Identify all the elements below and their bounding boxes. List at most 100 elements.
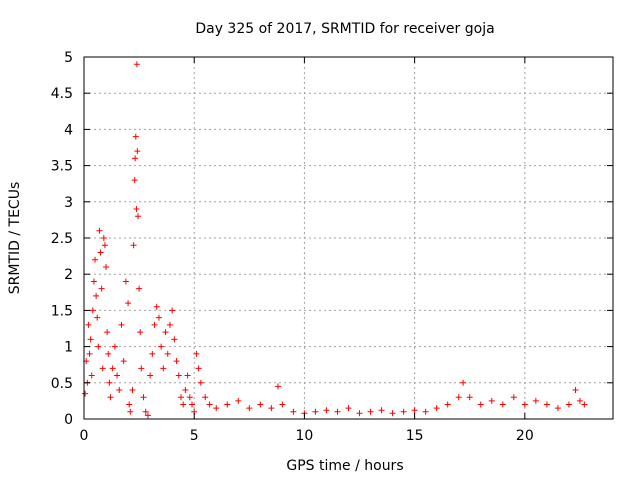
data-point [184,372,191,379]
y-tick-label: 3.5 [51,159,73,175]
data-point [334,408,341,415]
data-point [202,394,209,401]
data-point [153,303,160,310]
data-point [87,336,94,343]
data-point [444,401,451,408]
data-point [193,350,200,357]
data-point [378,407,385,414]
data-point [85,321,92,328]
data-point [367,408,374,415]
data-point [177,394,184,401]
y-tick-label: 0.5 [51,376,73,392]
data-point [126,401,133,408]
data-point [581,401,588,408]
data-point [149,350,156,357]
data-point [93,292,100,299]
plot-frame [83,56,614,420]
data-point [532,397,539,404]
data-point [129,387,136,394]
data-point [107,394,114,401]
data-point [97,249,104,256]
data-point [151,321,158,328]
y-tick-label: 1.5 [51,303,73,319]
data-point [180,401,187,408]
data-point [279,401,286,408]
x-tick-label: 20 [516,428,534,444]
data-point [554,405,561,412]
data-point [95,343,102,350]
data-point [160,365,167,372]
data-point [521,401,528,408]
data-point [433,405,440,412]
chart-title: Day 325 of 2017, SRMTID for receiver goj… [195,21,494,37]
tick-labels: 0 0.5 1 1.5 2 2.5 3 3.5 4 4.5 5 0 5 10 15 20 [51,50,534,444]
x-tick-label: 15 [406,428,424,444]
data-point [82,390,89,397]
y-tick-label: 1 [64,340,73,356]
data-point [345,405,352,412]
data-point [132,133,139,140]
data-point [499,401,506,408]
data-point [257,401,264,408]
data-point [137,329,144,336]
data-point [189,401,196,408]
data-point [572,387,579,394]
data-point [389,410,396,417]
y-axis-label: SRMTID / TECUs [7,182,23,295]
data-point [122,278,129,285]
data-point [86,350,93,357]
data-point [182,387,189,394]
data-point [155,314,162,321]
x-axis-label: GPS time / hours [286,458,403,474]
data-point [455,394,462,401]
data-point [92,256,99,263]
data-point [246,405,253,412]
data-point [94,314,101,321]
data-point [173,358,180,365]
data-point [312,408,319,415]
data-point [268,405,275,412]
y-tick-label: 0 [64,412,73,428]
data-point [135,213,142,220]
data-point [133,206,140,213]
data-point [400,408,407,415]
data-point [175,372,182,379]
data-point [142,408,149,415]
data-point [100,235,107,241]
data-point [132,155,139,162]
data-point [171,336,178,343]
data-point [147,372,154,379]
data-point [98,285,105,292]
x-tick-label: 0 [80,428,89,444]
data-point [116,387,123,394]
data-point [111,343,118,350]
y-tick-label: 4.5 [51,86,73,102]
data-point [195,365,202,372]
data-point [166,321,173,328]
y-tick-label: 2.5 [51,231,73,247]
data-point [186,394,193,401]
data-point [197,379,204,386]
data-point [140,394,147,401]
data-point [131,177,138,184]
data-point [411,407,418,414]
data-point [118,321,125,328]
data-point [127,408,134,415]
data-point [104,329,111,336]
data-point [130,242,137,249]
data-point [158,343,165,350]
data-point [510,394,517,401]
data-point [114,372,121,379]
data-point [565,401,572,408]
data-point [213,405,220,412]
data-point [206,401,213,408]
y-tick-label: 4 [64,122,73,138]
data-point [323,407,330,414]
data-point [125,300,132,307]
data-point [235,397,242,404]
data-point [356,410,363,417]
data-point [162,329,169,336]
axis-ticks [83,56,613,420]
data-point [88,372,95,379]
x-tick-label: 10 [296,428,314,444]
